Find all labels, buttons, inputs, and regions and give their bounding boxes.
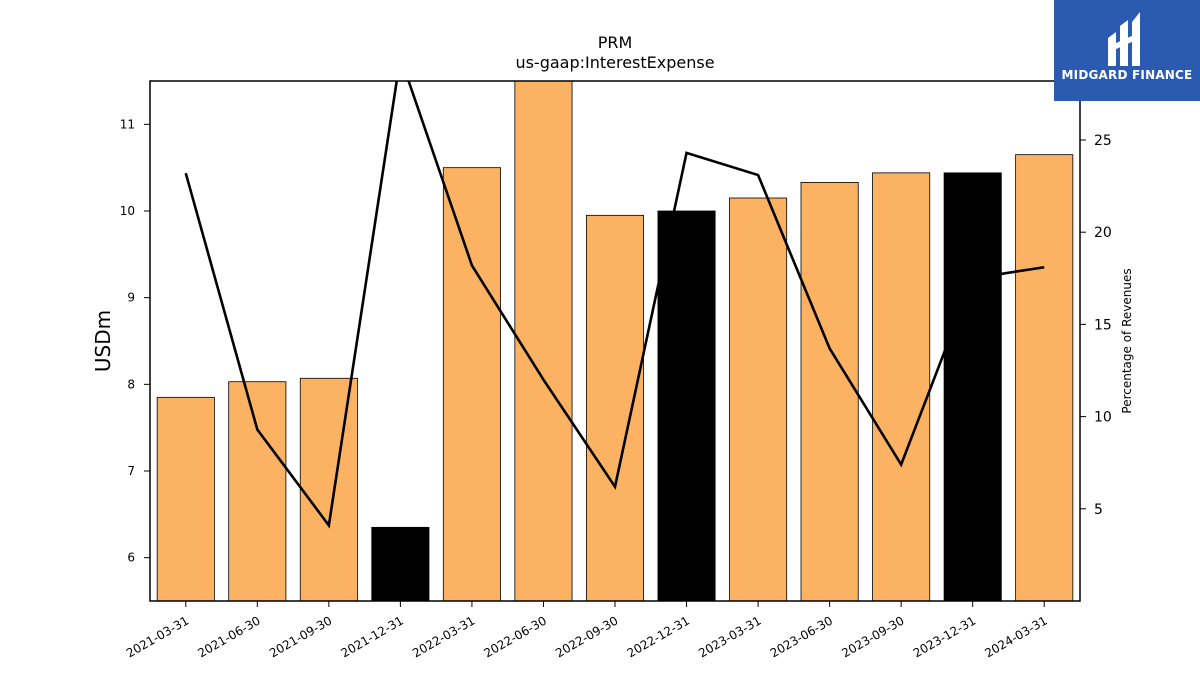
x-tick-label-2023-12-31: 2023-12-31 [911, 613, 978, 660]
x-tick-label-2021-06-30: 2021-06-30 [195, 613, 262, 660]
x-tick-label-2023-03-31: 2023-03-31 [696, 613, 763, 660]
y-tick-label-11: 11 [120, 117, 135, 131]
bar-2023-12-31 [943, 172, 1002, 602]
bar-2023-09-30 [872, 172, 931, 602]
x-tick-label-2021-03-31: 2021-03-31 [124, 613, 191, 660]
bar-2023-03-31 [729, 197, 788, 602]
y2-tick-label-20: 20 [1094, 225, 1112, 241]
bar-2022-09-30 [585, 214, 645, 602]
x-tick-label-2022-09-30: 2022-09-30 [553, 613, 620, 660]
bar-2021-09-30 [299, 377, 358, 602]
chart-subtitle: us-gaap:InterestExpense [515, 53, 714, 72]
x-tick-label-2024-03-31: 2024-03-31 [982, 613, 1049, 660]
percentage-of-revenues-line [184, 81, 1045, 529]
bar-2021-03-31 [156, 396, 215, 602]
y2-tick-label-5: 5 [1094, 502, 1103, 518]
x-tick-label-2022-12-31: 2022-12-31 [625, 613, 692, 660]
y2-axis-label: Percentage of Revenues [1120, 268, 1134, 413]
bar-2024-03-31 [1015, 154, 1074, 602]
bar-2023-06-30 [800, 181, 859, 602]
y-tick-label-6: 6 [127, 551, 135, 565]
y-tick-label-10: 10 [120, 204, 135, 218]
midgard-finance-logo: MIDGARD FINANCE [1054, 0, 1200, 101]
y2-tick-label-10: 10 [1094, 410, 1112, 426]
y-tick-label-8: 8 [127, 377, 135, 391]
y2-tick-label-25: 25 [1094, 133, 1112, 149]
bar-2022-06-30 [514, 80, 573, 602]
bar-2022-12-31 [657, 210, 716, 602]
x-tick-label-2023-06-30: 2023-06-30 [768, 613, 835, 660]
y-tick-label-7: 7 [127, 464, 135, 478]
x-tick-label-2021-09-30: 2021-09-30 [267, 613, 334, 660]
bar-2021-06-30 [228, 381, 287, 602]
bar-2022-03-31 [442, 167, 501, 602]
y2-tick-label-15: 15 [1094, 317, 1112, 333]
y-tick-label-9: 9 [127, 291, 135, 305]
x-tick-label-2022-03-31: 2022-03-31 [410, 613, 477, 660]
chart-title: PRM [598, 33, 633, 52]
midgard-logo-icon [1108, 12, 1140, 66]
x-tick-label-2021-12-31: 2021-12-31 [338, 613, 405, 660]
x-tick-label-2023-09-30: 2023-09-30 [839, 613, 906, 660]
x-tick-label-2022-06-30: 2022-06-30 [482, 613, 549, 660]
logo-text: MIDGARD FINANCE [1061, 68, 1193, 82]
y-axis-label: USDm [91, 310, 115, 372]
bar-2021-12-31 [371, 526, 430, 602]
